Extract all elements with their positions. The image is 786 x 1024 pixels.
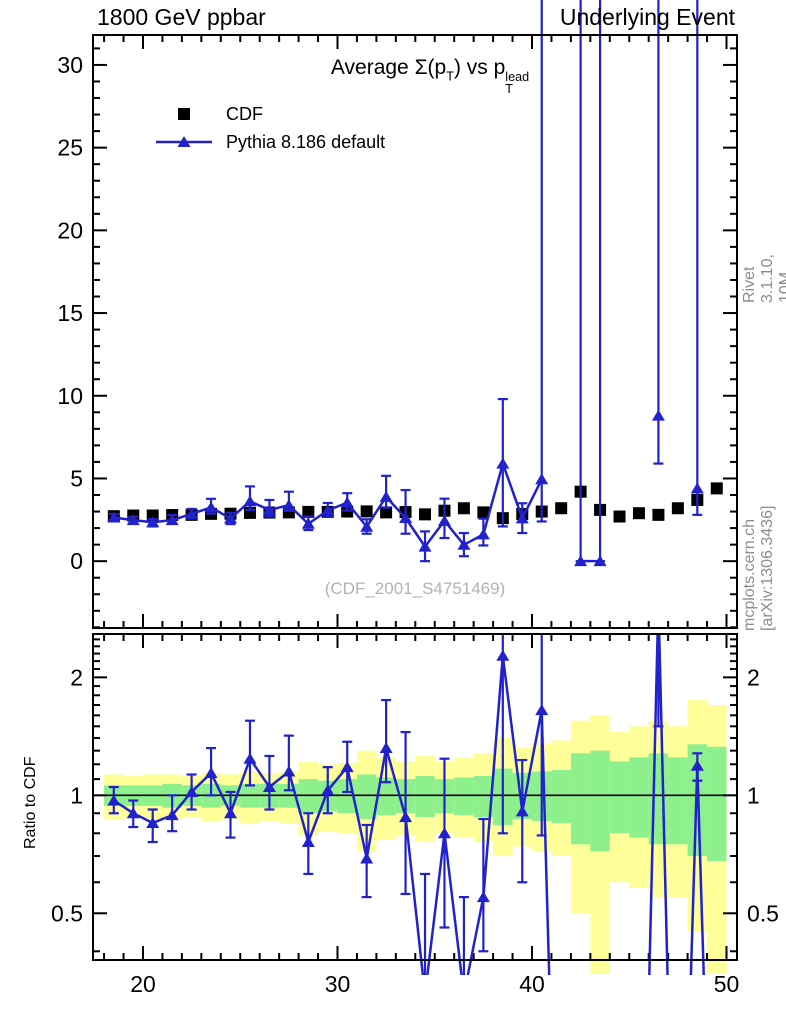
svg-text:0.5: 0.5 xyxy=(747,900,779,926)
svg-text:0.5: 0.5 xyxy=(51,900,83,926)
svg-text:1: 1 xyxy=(70,782,83,808)
svg-text:30: 30 xyxy=(325,971,351,997)
axis-ticks xyxy=(93,35,737,960)
axis-tick-labels: 20 30 40 50 0 5 10 15 20 25 30 0.5 0.5 1 1 2 2 xyxy=(51,52,779,997)
legend: CDF Pythia 8.186 default xyxy=(156,100,385,156)
svg-text:20: 20 xyxy=(57,217,83,243)
svg-text:0: 0 xyxy=(70,548,83,574)
header-analysis-group: Underlying Event xyxy=(559,4,735,30)
side-note-source: mcplots.cern.ch [arXiv:1306.3436] xyxy=(741,505,776,631)
analysis-id-watermark: (CDF_2001_S4751469) xyxy=(324,579,506,598)
legend-item-pythia: Pythia 8.186 default xyxy=(156,128,385,156)
ratio-axis-label: Ratio to CDF xyxy=(22,756,39,849)
svg-text:2: 2 xyxy=(747,664,760,690)
svg-text:15: 15 xyxy=(57,300,83,326)
svg-text:25: 25 xyxy=(57,135,83,161)
svg-text:30: 30 xyxy=(57,52,83,78)
svg-text:10: 10 xyxy=(57,383,83,409)
svg-text:5: 5 xyxy=(70,465,83,491)
header-beam-energy: 1800 GeV ppbar xyxy=(97,4,266,30)
side-note-generator: Rivet 3.1.10, 10M events xyxy=(741,254,786,303)
panel-frames xyxy=(92,34,738,961)
pt-lead-symbol: lead T xyxy=(505,69,530,96)
blue-triangle-line-marker-icon xyxy=(156,135,212,149)
series-pythia xyxy=(107,0,704,567)
plot-title: Average Σ(pT) vs p lead T xyxy=(330,56,530,96)
legend-label: CDF xyxy=(226,103,263,124)
legend-label: Pythia 8.186 default xyxy=(226,131,386,152)
svg-text:50: 50 xyxy=(714,971,740,997)
series-ratio xyxy=(107,634,705,975)
svg-text:40: 40 xyxy=(519,971,545,997)
legend-item-cdf: CDF xyxy=(156,100,385,128)
svg-text:20: 20 xyxy=(130,971,156,997)
black-square-marker-icon xyxy=(156,107,212,121)
svg-text:1: 1 xyxy=(747,782,760,808)
svg-text:2: 2 xyxy=(70,664,83,690)
series-cdf xyxy=(107,482,723,525)
